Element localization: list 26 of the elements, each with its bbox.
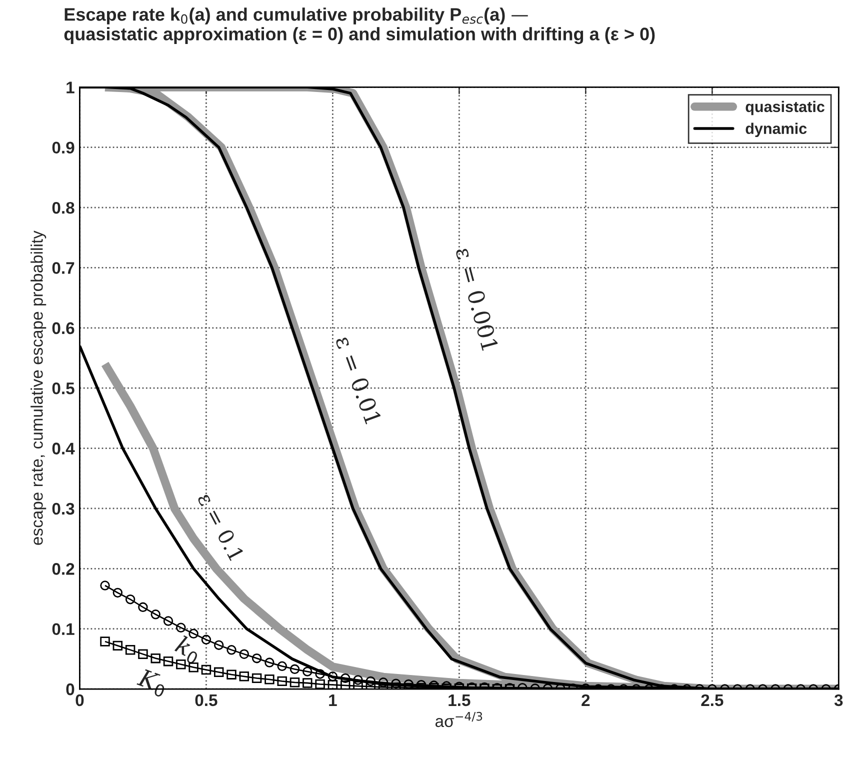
y-tick-label: 0.4 bbox=[52, 442, 75, 454]
legend-label: dynamic bbox=[746, 122, 807, 138]
y-tick-label: 0.9 bbox=[52, 142, 74, 154]
x-tick-label: 2.5 bbox=[701, 694, 724, 706]
annotation: ε = 0.1 bbox=[197, 491, 244, 562]
legend-label: quasistatic bbox=[746, 100, 824, 116]
y-tick-label: 0.6 bbox=[52, 322, 74, 334]
x-axis-title: aσ$^{−4/3}$ bbox=[435, 712, 482, 728]
y-tick-label: 0 bbox=[66, 683, 74, 696]
y-tick-label: 0.8 bbox=[52, 202, 74, 214]
y-tick-label: 0.3 bbox=[52, 502, 74, 515]
chart-title: Escape rate k$_{0}$(a) and cumulative probability P$_{esc}$(a) — quasistatic approximation (ε = 0) and simulation with drifting a (ε > 0) bbox=[64, 8, 655, 44]
annotation: ε = 0.01 bbox=[335, 334, 382, 424]
y-tick-label: 0.2 bbox=[52, 563, 74, 575]
y-tick-label: 1 bbox=[66, 82, 74, 94]
y-tick-label: 0.1 bbox=[52, 623, 74, 636]
x-tick-label: 0.5 bbox=[195, 694, 218, 706]
x-tick-label: 2 bbox=[582, 694, 590, 706]
annotation: ε = 0.001 bbox=[455, 246, 498, 351]
x-tick-label: 3 bbox=[834, 694, 843, 706]
x-tick-label: 1.5 bbox=[448, 694, 470, 706]
x-tick-label: 0 bbox=[76, 694, 84, 706]
y-tick-label: 0.5 bbox=[52, 382, 74, 394]
x-tick-label: 1 bbox=[329, 694, 337, 706]
y-tick-label: 0.7 bbox=[52, 262, 74, 274]
y-axis-title: escape rate, cumulative escape probability bbox=[30, 230, 46, 545]
